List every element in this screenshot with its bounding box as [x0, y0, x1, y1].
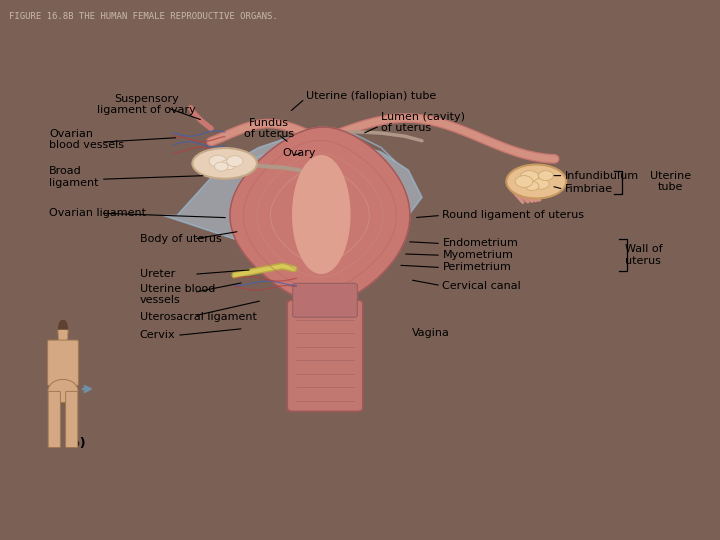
Circle shape	[539, 171, 553, 180]
Circle shape	[227, 156, 243, 166]
Polygon shape	[293, 156, 350, 273]
FancyBboxPatch shape	[48, 392, 60, 448]
Circle shape	[526, 181, 539, 191]
Text: Ureter: Ureter	[140, 269, 175, 279]
Text: Suspensory
ligament of ovary: Suspensory ligament of ovary	[97, 94, 196, 116]
FancyBboxPatch shape	[66, 392, 78, 448]
FancyBboxPatch shape	[48, 340, 78, 386]
Text: Ovary: Ovary	[282, 148, 316, 158]
Text: Uterosacral ligament: Uterosacral ligament	[140, 312, 256, 322]
Text: Myometrium: Myometrium	[442, 250, 513, 260]
Text: Round ligament of uterus: Round ligament of uterus	[442, 211, 585, 220]
Circle shape	[533, 178, 549, 189]
Wedge shape	[58, 320, 68, 330]
Text: Body of uterus: Body of uterus	[140, 234, 221, 244]
Circle shape	[209, 156, 227, 167]
Text: Ovarian
blood vessels: Ovarian blood vessels	[49, 129, 124, 150]
Circle shape	[220, 160, 235, 170]
Ellipse shape	[48, 380, 78, 403]
Text: Cervical canal: Cervical canal	[442, 281, 521, 291]
Polygon shape	[163, 134, 422, 261]
FancyBboxPatch shape	[287, 300, 363, 411]
FancyBboxPatch shape	[293, 284, 357, 318]
Text: (b): (b)	[66, 437, 86, 450]
Text: Ovarian ligament: Ovarian ligament	[49, 208, 146, 218]
Text: FIGURE 16.8B THE HUMAN FEMALE REPRODUCTIVE ORGANS.: FIGURE 16.8B THE HUMAN FEMALE REPRODUCTI…	[9, 12, 278, 21]
Ellipse shape	[192, 148, 257, 179]
Ellipse shape	[506, 165, 566, 199]
Text: Vagina: Vagina	[412, 328, 450, 338]
Text: Wall of
uterus: Wall of uterus	[625, 245, 662, 266]
Text: Infundibulum: Infundibulum	[565, 171, 639, 180]
Text: Perimetrium: Perimetrium	[442, 262, 511, 273]
Text: Endometrium: Endometrium	[442, 239, 518, 248]
Circle shape	[520, 171, 539, 183]
Text: Fundus
of uterus: Fundus of uterus	[244, 118, 294, 139]
Circle shape	[215, 162, 228, 171]
Text: Lumen (cavity)
of uterus: Lumen (cavity) of uterus	[381, 112, 465, 133]
Text: Fimbriae: Fimbriae	[565, 184, 613, 194]
Text: Uterine blood
vessels: Uterine blood vessels	[140, 284, 215, 306]
Text: Cervix: Cervix	[140, 330, 175, 340]
Text: Uterine (fallopian) tube: Uterine (fallopian) tube	[306, 91, 436, 102]
FancyBboxPatch shape	[58, 335, 68, 343]
Text: Broad
ligament: Broad ligament	[49, 166, 99, 188]
Text: Uterine
tube: Uterine tube	[649, 171, 691, 192]
Circle shape	[516, 176, 533, 187]
Circle shape	[58, 321, 68, 341]
Polygon shape	[230, 127, 410, 304]
